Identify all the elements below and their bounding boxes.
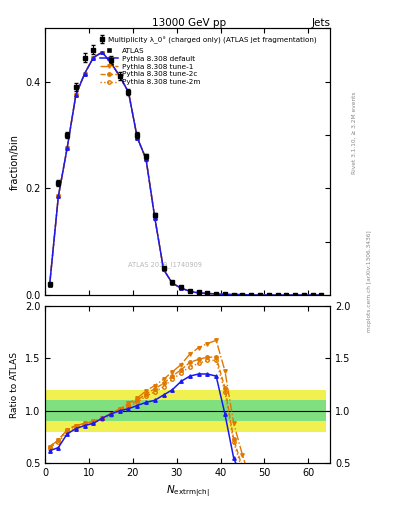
Text: Multiplicity λ_0° (charged only) (ATLAS jet fragmentation): Multiplicity λ_0° (charged only) (ATLAS … — [108, 36, 316, 44]
X-axis label: $N_{\rm extrm|ch|}$: $N_{\rm extrm|ch|}$ — [166, 484, 209, 500]
Y-axis label: fraction/bin: fraction/bin — [9, 134, 19, 189]
Text: Rivet 3.1.10, ≥ 3.2M events: Rivet 3.1.10, ≥ 3.2M events — [352, 92, 357, 175]
Text: 13000 GeV pp: 13000 GeV pp — [152, 18, 226, 28]
Y-axis label: Ratio to ATLAS: Ratio to ATLAS — [10, 352, 19, 417]
Text: ATLAS 2019_I1740909: ATLAS 2019_I1740909 — [128, 262, 202, 268]
Text: Jets: Jets — [311, 18, 330, 28]
Text: mcplots.cern.ch [arXiv:1306.3436]: mcplots.cern.ch [arXiv:1306.3436] — [367, 231, 373, 332]
Legend: ATLAS, Pythia 8.308 default, Pythia 8.308 tune-1, Pythia 8.308 tune-2c, Pythia 8: ATLAS, Pythia 8.308 default, Pythia 8.30… — [100, 48, 200, 86]
